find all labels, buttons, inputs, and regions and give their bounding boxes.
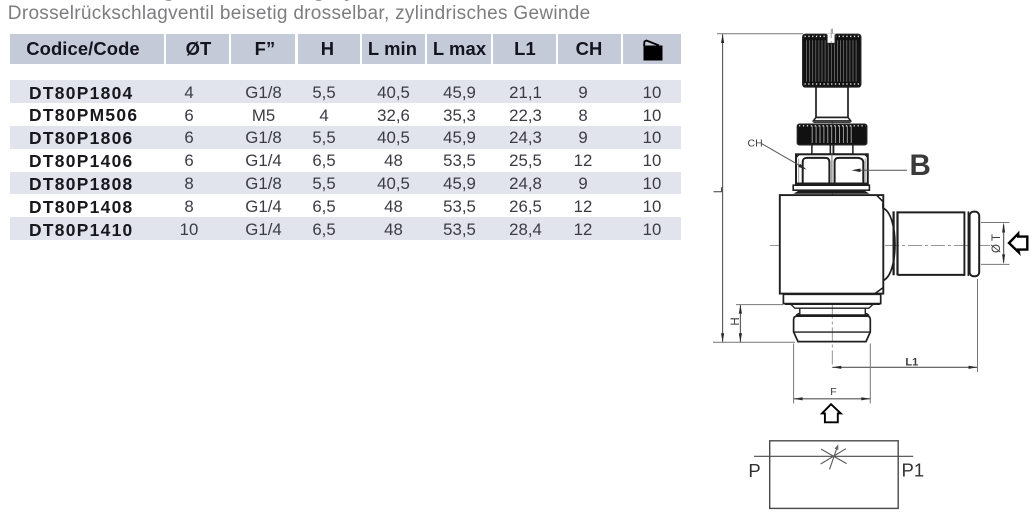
svg-text:B: B <box>910 149 931 182</box>
svg-text:L1: L1 <box>905 357 918 369</box>
svg-text:P: P <box>748 460 760 481</box>
svg-text:H: H <box>730 317 742 325</box>
svg-text:P1: P1 <box>902 460 925 481</box>
svg-text:F: F <box>830 386 836 398</box>
svg-text:Ø T: Ø T <box>991 234 1003 253</box>
svg-text:CH: CH <box>748 138 763 150</box>
svg-text:L: L <box>713 186 725 193</box>
